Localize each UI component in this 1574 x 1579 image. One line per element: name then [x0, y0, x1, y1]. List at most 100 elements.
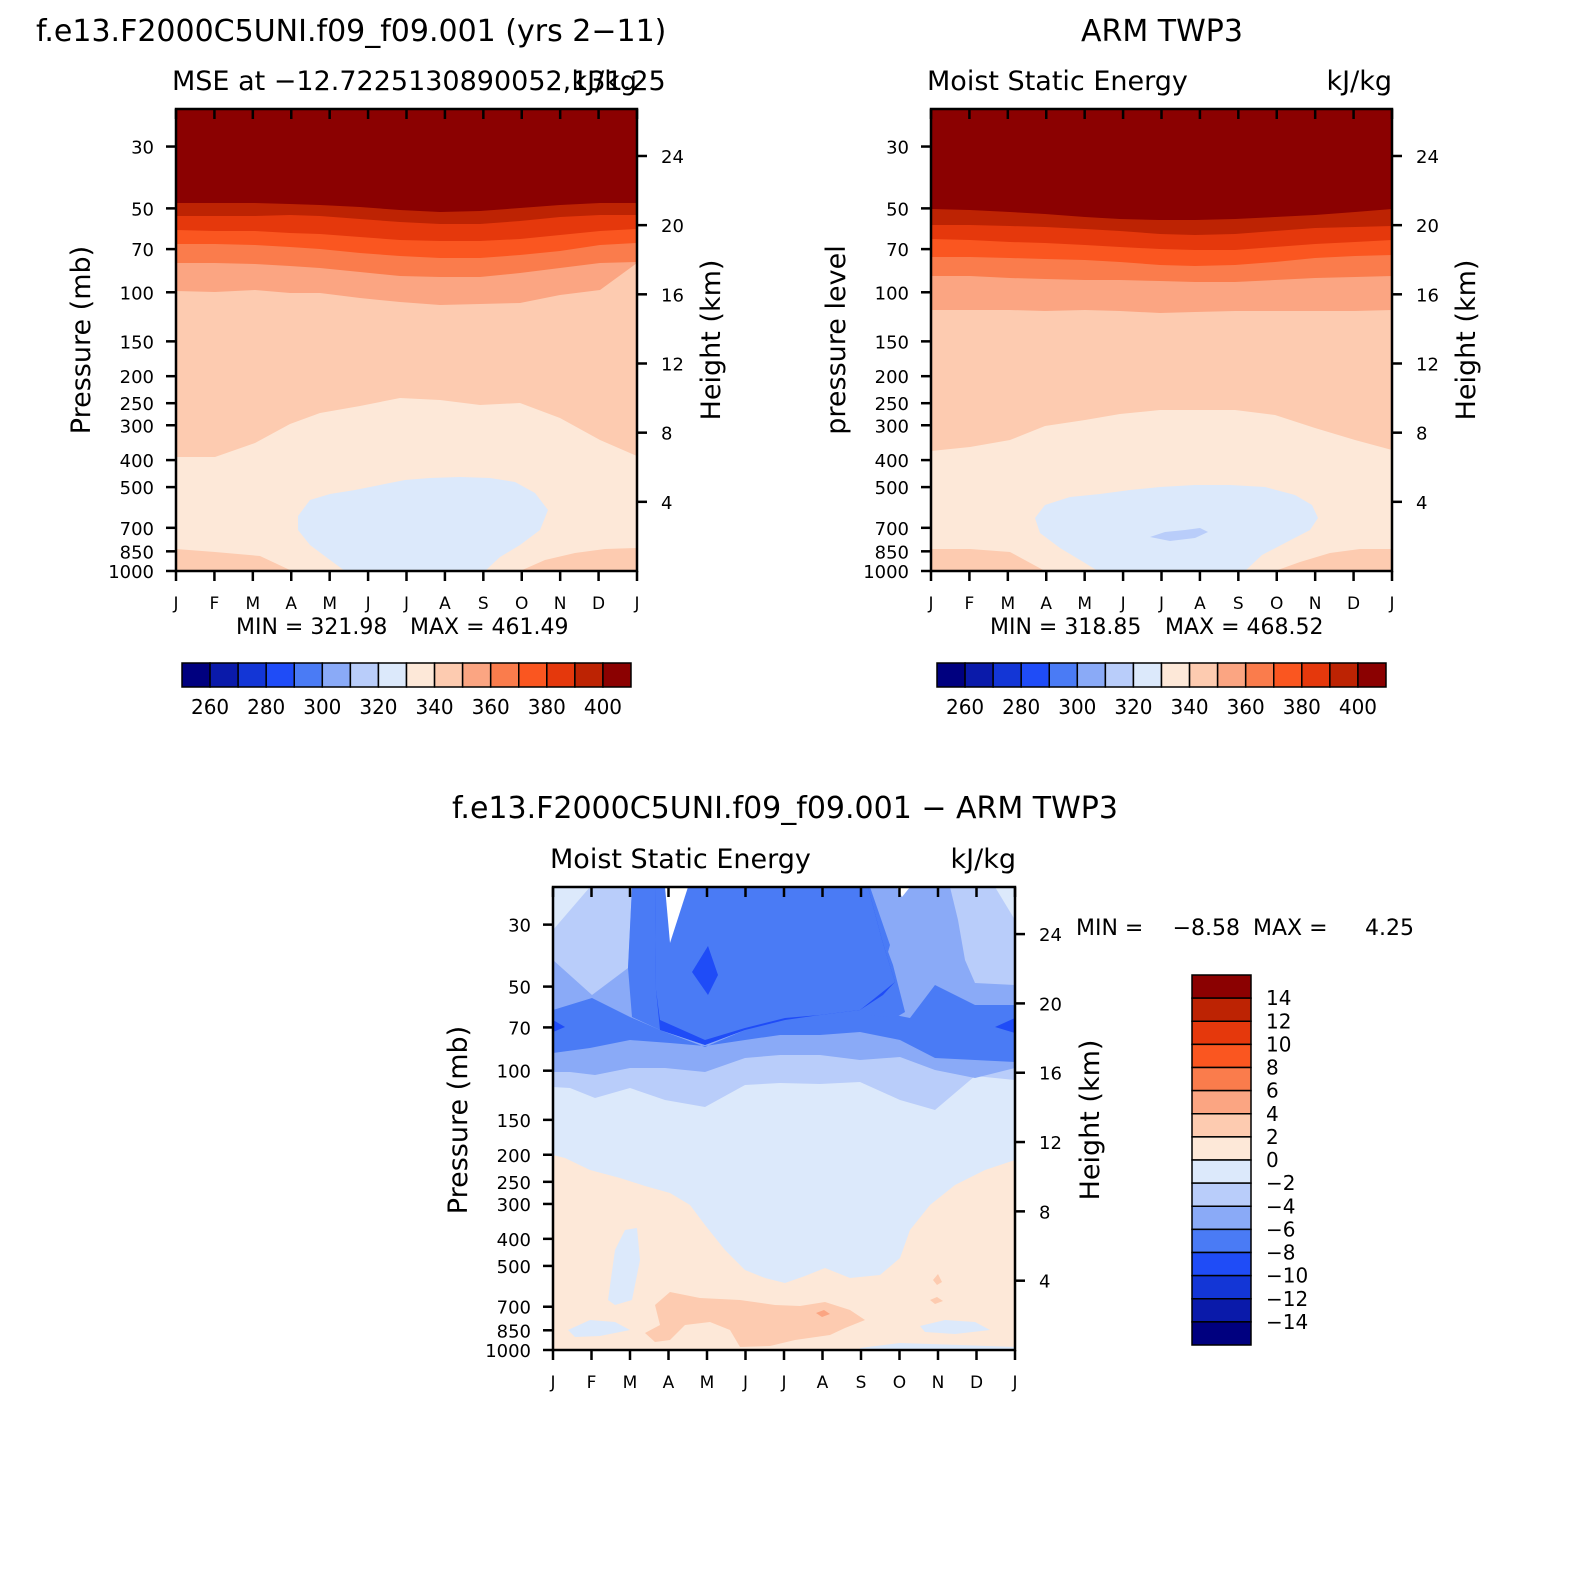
panel3-fill-minus10-spot	[692, 946, 718, 995]
panel3-min-value: −8.58	[1173, 916, 1240, 941]
panel2-min: MIN = 318.85	[990, 615, 1141, 640]
y2-tick-label: 12	[661, 354, 684, 375]
panel2-colorbar: 260 280 300 320 340 360 380 400	[936, 662, 1387, 719]
y-tick-label: 70	[508, 1018, 531, 1039]
y-tick-label: 850	[497, 1321, 531, 1342]
y-tick-label: 500	[497, 1257, 531, 1278]
y-tick-label: 700	[497, 1298, 531, 1319]
panel3-fill-minus2-topleft	[553, 887, 590, 930]
colorbar-box	[1160, 662, 1191, 688]
colorbar-label: 400	[1339, 695, 1377, 719]
panel3-fill-2to4	[645, 1292, 865, 1347]
panel1-case-title: f.e13.F2000C5UNI.f09_f09.001 (yrs 2−11)	[36, 14, 666, 49]
panel2-contours	[931, 109, 1392, 571]
y-tick-label: 700	[875, 519, 909, 540]
panel3-max-value: 4.25	[1365, 916, 1414, 941]
colorbar-box	[1273, 662, 1303, 688]
x-tick-label: D	[1347, 594, 1360, 614]
y2-tick-label: 20	[1416, 216, 1439, 237]
x-tick-label: M	[322, 594, 337, 614]
panel1-fill-350-low-left	[176, 549, 292, 571]
y-tick-label: 1000	[485, 1341, 531, 1362]
colorbar-box	[1191, 1043, 1252, 1069]
x-tick-label: M	[1000, 594, 1015, 614]
x-tick-label: J	[172, 594, 178, 614]
y-tick-label: 30	[508, 916, 531, 937]
y-tick-label: 50	[508, 978, 531, 999]
panel3-fill-minus4-topright	[950, 887, 1015, 985]
y-tick-label: 500	[120, 478, 154, 499]
colorbar-box	[209, 662, 239, 688]
y-tick-label: 200	[875, 367, 909, 388]
colorbar-box	[1191, 1066, 1252, 1092]
y-tick-label: 1000	[108, 562, 154, 583]
y-tick-label: 70	[131, 240, 154, 261]
y-tick-label: 850	[120, 542, 154, 563]
x-tick-label: J	[1120, 594, 1126, 614]
colorbar-box	[1191, 974, 1252, 999]
panel1-fill-410	[176, 109, 637, 212]
x-tick-label: S	[1233, 594, 1244, 614]
y2-tick-label: 4	[1416, 493, 1427, 514]
x-tick-label: J	[780, 1373, 786, 1393]
panel3-min-label: MIN =	[1076, 916, 1143, 941]
colorbar-box	[489, 662, 520, 688]
panel3-fill-minus10-edge-right	[995, 1018, 1015, 1033]
y-tick-label: 1000	[863, 562, 909, 583]
panel2-fill-320	[1150, 528, 1208, 541]
y-tick-label: 300	[120, 416, 154, 437]
y-tick-label: 250	[497, 1173, 531, 1194]
colorbar-box	[433, 662, 464, 688]
panel3-fill-minus4-topleft	[553, 887, 632, 995]
colorbar-label: −12	[1266, 1287, 1308, 1311]
panel-difference: f.e13.F2000C5UNI.f09_f09.001 − ARM TWP3 …	[443, 791, 1414, 1393]
x-tick-label: J	[742, 1373, 748, 1393]
panel3-contours	[553, 887, 1015, 1350]
panel1-y-label: Pressure (mb)	[66, 246, 97, 434]
colorbar-box	[265, 662, 295, 688]
colorbar-label: 12	[1266, 1009, 1291, 1033]
panel2-fill-350-low-left	[931, 549, 1045, 571]
colorbar-label: 380	[528, 695, 566, 719]
x-tick-label: A	[663, 1373, 675, 1393]
colorbar-box	[321, 662, 352, 688]
panel1-subtitle: MSE at −12.7225130890052,131.25	[172, 66, 666, 97]
y-tick-label: 400	[875, 451, 909, 472]
colorbar-box	[349, 662, 380, 688]
panel1-colorbar: 260 280 300 320 340 360 380 400	[181, 662, 632, 719]
panel3-fill-minus8	[553, 887, 1015, 1062]
panel3-fill-minus2-low-right	[920, 1320, 990, 1334]
x-tick-label: J	[927, 594, 933, 614]
panel2-subtitle: Moist Static Energy	[927, 66, 1188, 97]
colorbar-box	[1191, 1274, 1252, 1300]
y2-tick-label: 20	[661, 216, 684, 237]
y-tick-label: 300	[875, 416, 909, 437]
x-tick-label: O	[893, 1373, 906, 1393]
y2-tick-label: 16	[1416, 285, 1439, 306]
x-tick-label: S	[856, 1373, 867, 1393]
y2-tick-label: 24	[1039, 925, 1062, 946]
colorbar-box	[1191, 997, 1252, 1022]
y2-tick-label: 8	[661, 424, 672, 445]
y-tick-label: 200	[497, 1146, 531, 1167]
colorbar-label: 380	[1283, 695, 1321, 719]
panel2-max: MAX = 468.52	[1165, 615, 1324, 640]
colorbar-box	[518, 662, 548, 688]
y-tick-label: 50	[886, 199, 909, 220]
colorbar-label: 10	[1266, 1032, 1291, 1056]
colorbar-box	[237, 662, 267, 688]
y-tick-label: 100	[497, 1062, 531, 1083]
colorbar-box	[461, 662, 492, 688]
colorbar-label: −2	[1266, 1171, 1295, 1195]
panel2-y2-label: Height (km)	[1451, 260, 1482, 421]
y2-tick-label: 24	[1416, 147, 1439, 168]
x-tick-label: F	[965, 594, 975, 614]
y-tick-label: 400	[497, 1230, 531, 1251]
x-tick-label: O	[515, 594, 528, 614]
panel3-fill-4to6-spot	[816, 1310, 830, 1317]
